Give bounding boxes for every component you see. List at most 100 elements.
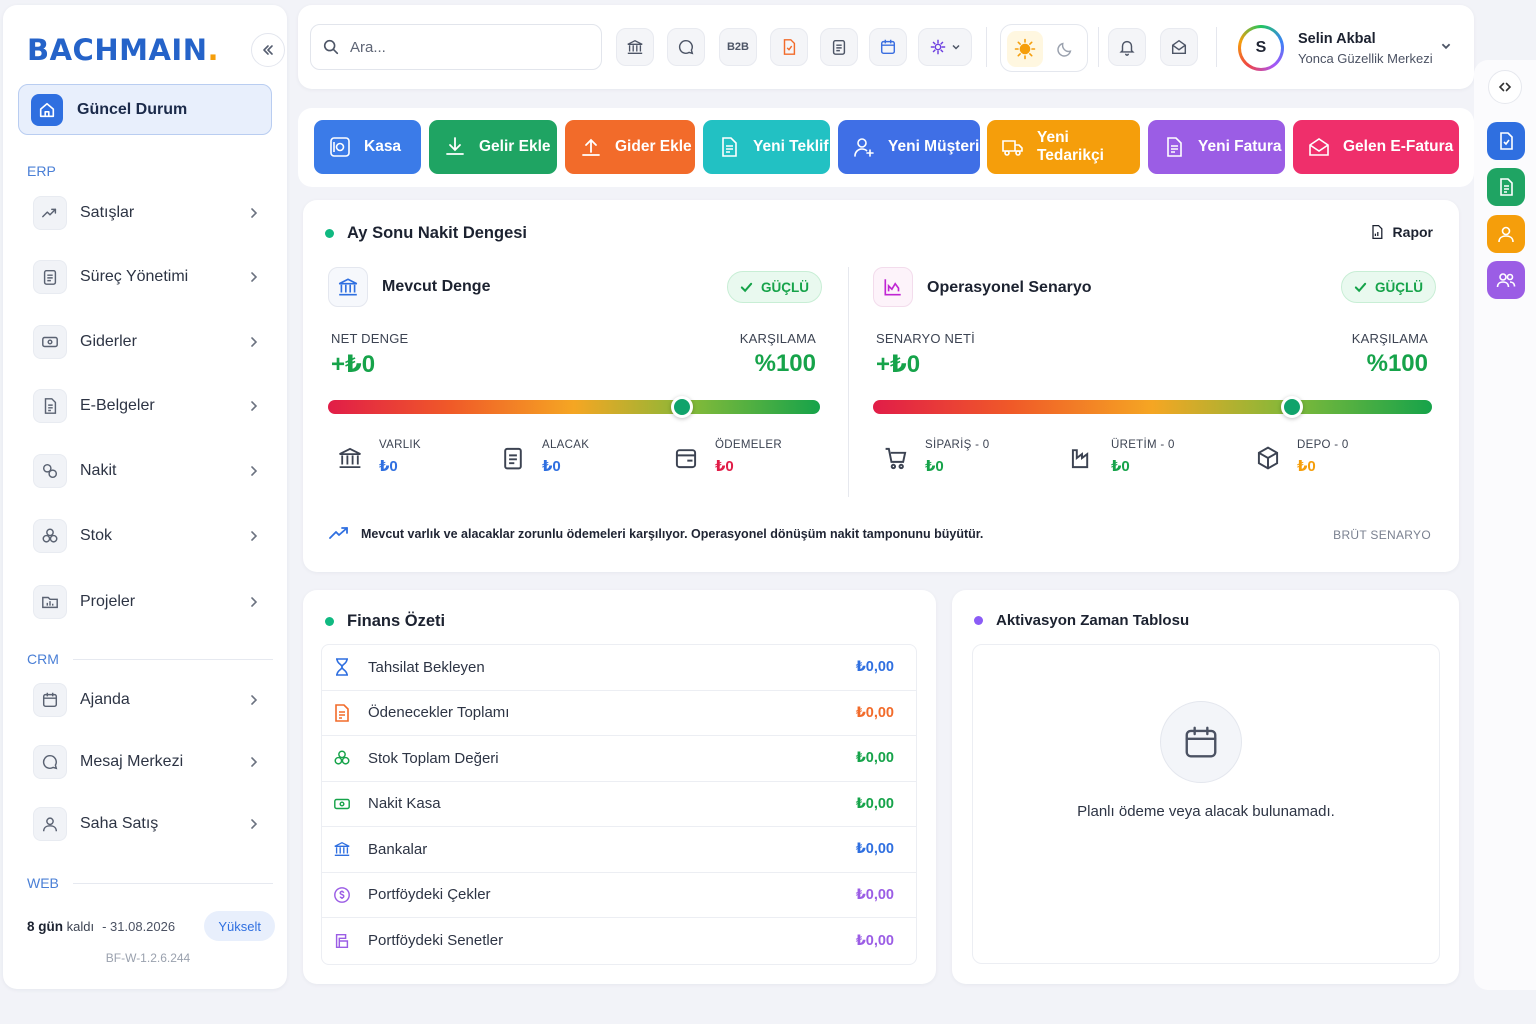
sidebar-item-label: E-Belgeler bbox=[80, 397, 155, 414]
moon-icon[interactable] bbox=[1047, 31, 1083, 67]
table-row[interactable]: Stok Toplam Değeri ₺0,00 bbox=[322, 736, 916, 782]
home-icon bbox=[31, 93, 63, 126]
bank-icon bbox=[332, 839, 352, 859]
chevron-right-icon bbox=[251, 272, 258, 282]
gelir-ekle-button[interactable]: Gelir Ekle bbox=[429, 120, 557, 174]
sidebar-item-label: Stok bbox=[80, 527, 113, 544]
yeni-musteri-button[interactable]: Yeni Müşteri bbox=[838, 120, 980, 174]
finance-table: Tahsilat Bekleyen ₺0,00 Ödenecekler Topl… bbox=[321, 644, 917, 965]
sidebar-item-stok[interactable]: Stok bbox=[33, 516, 261, 556]
upgrade-button[interactable]: Yükselt bbox=[204, 911, 275, 941]
rail-document-button[interactable] bbox=[1487, 122, 1525, 160]
row-label: Tahsilat Bekleyen bbox=[368, 658, 485, 676]
sidebar-item-surec-yonetimi[interactable]: Süreç Yönetimi bbox=[33, 257, 261, 297]
avatar-initial: S bbox=[1241, 28, 1281, 68]
chevron-right-icon bbox=[251, 466, 258, 476]
rail-users-button[interactable] bbox=[1487, 261, 1525, 299]
theme-toggle[interactable] bbox=[1000, 24, 1088, 72]
upload-icon bbox=[582, 138, 600, 156]
sun-icon[interactable] bbox=[1007, 31, 1043, 67]
bank-icon bbox=[339, 447, 361, 469]
metric-label: ÜRETİM - 0 bbox=[1111, 439, 1175, 451]
action-label: Gelir Ekle bbox=[479, 138, 551, 155]
metric-value: ₺0 bbox=[1111, 458, 1130, 475]
finance-summary-panel: Finans Özeti Tahsilat Bekleyen ₺0,00 Öde… bbox=[303, 590, 936, 984]
yeni-teklif-button[interactable]: Yeni Teklif bbox=[703, 120, 830, 174]
row-label: Ödenecekler Toplamı bbox=[368, 704, 510, 722]
chevrons-left-icon bbox=[263, 45, 273, 55]
sidebar-item-guncel-durum[interactable]: Güncel Durum bbox=[18, 84, 272, 135]
metric-uretim: ÜRETİM - 0 ₺0 bbox=[1069, 439, 1175, 475]
sidebar-item-mesaj-merkezi[interactable]: Mesaj Merkezi bbox=[33, 742, 261, 782]
gelen-e-fatura-button[interactable]: Gelen E-Fatura bbox=[1293, 120, 1459, 174]
yeni-tedarikci-button[interactable]: Yeni Tedarikçi bbox=[987, 120, 1140, 174]
metric-depo: DEPO - 0 ₺0 bbox=[1255, 439, 1349, 475]
action-label: Yeni Müşteri bbox=[888, 138, 980, 155]
scenario-title: Operasyonel Senaryo bbox=[927, 279, 1092, 296]
cash-icon bbox=[332, 794, 352, 814]
row-label: Portföydeki Senetler bbox=[368, 932, 504, 950]
check-icon bbox=[740, 282, 753, 292]
report-button[interactable]: Rapor bbox=[1369, 224, 1433, 240]
toggle-rail-button[interactable] bbox=[1488, 70, 1522, 104]
sidebar-item-e-belgeler[interactable]: E-Belgeler bbox=[33, 386, 261, 426]
notifications-button[interactable] bbox=[1108, 28, 1146, 66]
sidebar: BACHMAIN. Güncel Durum ERP Satışlar Süre… bbox=[3, 5, 287, 989]
user-icon bbox=[33, 807, 67, 841]
avatar[interactable]: S bbox=[1238, 25, 1284, 71]
metric-label: ALACAK bbox=[542, 439, 590, 451]
sidebar-item-projeler[interactable]: Projeler bbox=[33, 582, 261, 622]
user-organization: Yonca Güzellik Merkezi bbox=[1298, 51, 1433, 66]
net-balance-value: +₺0 bbox=[331, 351, 376, 378]
badge-text: GÜÇLÜ bbox=[761, 279, 809, 295]
table-row[interactable]: Tahsilat Bekleyen ₺0,00 bbox=[322, 645, 916, 691]
sidebar-item-saha-satis[interactable]: Saha Satış bbox=[33, 804, 261, 844]
ai-menu-button[interactable] bbox=[918, 28, 972, 66]
bank-button[interactable] bbox=[616, 28, 654, 66]
file-check-icon bbox=[1500, 132, 1513, 150]
user-name[interactable]: Selin Akbal bbox=[1298, 31, 1376, 47]
search-input[interactable]: Ara... bbox=[310, 24, 602, 70]
rail-file-button[interactable] bbox=[1487, 168, 1525, 206]
kasa-button[interactable]: Kasa bbox=[314, 120, 421, 174]
row-label: Nakit Kasa bbox=[368, 795, 441, 813]
user-plus-icon bbox=[854, 138, 874, 157]
toolbar-divider bbox=[1098, 27, 1099, 67]
file-text-icon bbox=[1500, 178, 1513, 196]
search-icon bbox=[323, 39, 339, 55]
sidebar-item-nakit[interactable]: Nakit bbox=[33, 451, 261, 491]
panel-title: Aktivasyon Zaman Tablosu bbox=[974, 612, 1189, 629]
table-row[interactable]: Portföydeki Çekler ₺0,00 bbox=[322, 873, 916, 918]
current-balance-title: Mevcut Denge bbox=[382, 278, 491, 295]
gider-ekle-button[interactable]: Gider Ekle bbox=[565, 120, 695, 174]
table-row[interactable]: Ödenecekler Toplamı ₺0,00 bbox=[322, 691, 916, 736]
chevron-right-icon bbox=[251, 208, 258, 218]
sidebar-item-giderler[interactable]: Giderler bbox=[33, 322, 261, 362]
trending-up-icon bbox=[33, 196, 67, 230]
messages-button[interactable] bbox=[667, 28, 705, 66]
brand-logo[interactable]: BACHMAIN. bbox=[27, 33, 219, 67]
sidebar-item-satislar[interactable]: Satışlar bbox=[33, 193, 261, 233]
mail-button[interactable] bbox=[1160, 28, 1198, 66]
panel-title-text: Aktivasyon Zaman Tablosu bbox=[996, 612, 1190, 629]
sidebar-item-label: Projeler bbox=[80, 593, 136, 610]
sidebar-item-ajanda[interactable]: Ajanda bbox=[33, 680, 261, 720]
panel-divider bbox=[848, 267, 849, 497]
yeni-fatura-button[interactable]: Yeni Fatura bbox=[1148, 120, 1285, 174]
invoice-button[interactable] bbox=[770, 28, 808, 66]
b2b-button[interactable]: B2B bbox=[719, 28, 757, 66]
chevron-right-icon bbox=[251, 757, 258, 767]
clipboard-button[interactable] bbox=[820, 28, 858, 66]
chevron-down-icon bbox=[952, 44, 960, 50]
collapse-sidebar-button[interactable] bbox=[251, 33, 285, 67]
rail-user-button[interactable] bbox=[1487, 215, 1525, 253]
activation-timeline-panel: Aktivasyon Zaman Tablosu Planlı ödeme ve… bbox=[952, 590, 1459, 984]
trial-days: 8 gün bbox=[27, 918, 63, 934]
row-label: Bankalar bbox=[368, 840, 428, 858]
table-row[interactable]: Nakit Kasa ₺0,00 bbox=[322, 782, 916, 827]
row-value: ₺0,00 bbox=[855, 795, 894, 812]
calendar-button[interactable] bbox=[869, 28, 907, 66]
table-row[interactable]: Portföydeki Senetler ₺0,00 bbox=[322, 918, 916, 964]
table-row[interactable]: Bankalar ₺0,00 bbox=[322, 827, 916, 873]
sidebar-item-label: Satışlar bbox=[80, 204, 135, 221]
